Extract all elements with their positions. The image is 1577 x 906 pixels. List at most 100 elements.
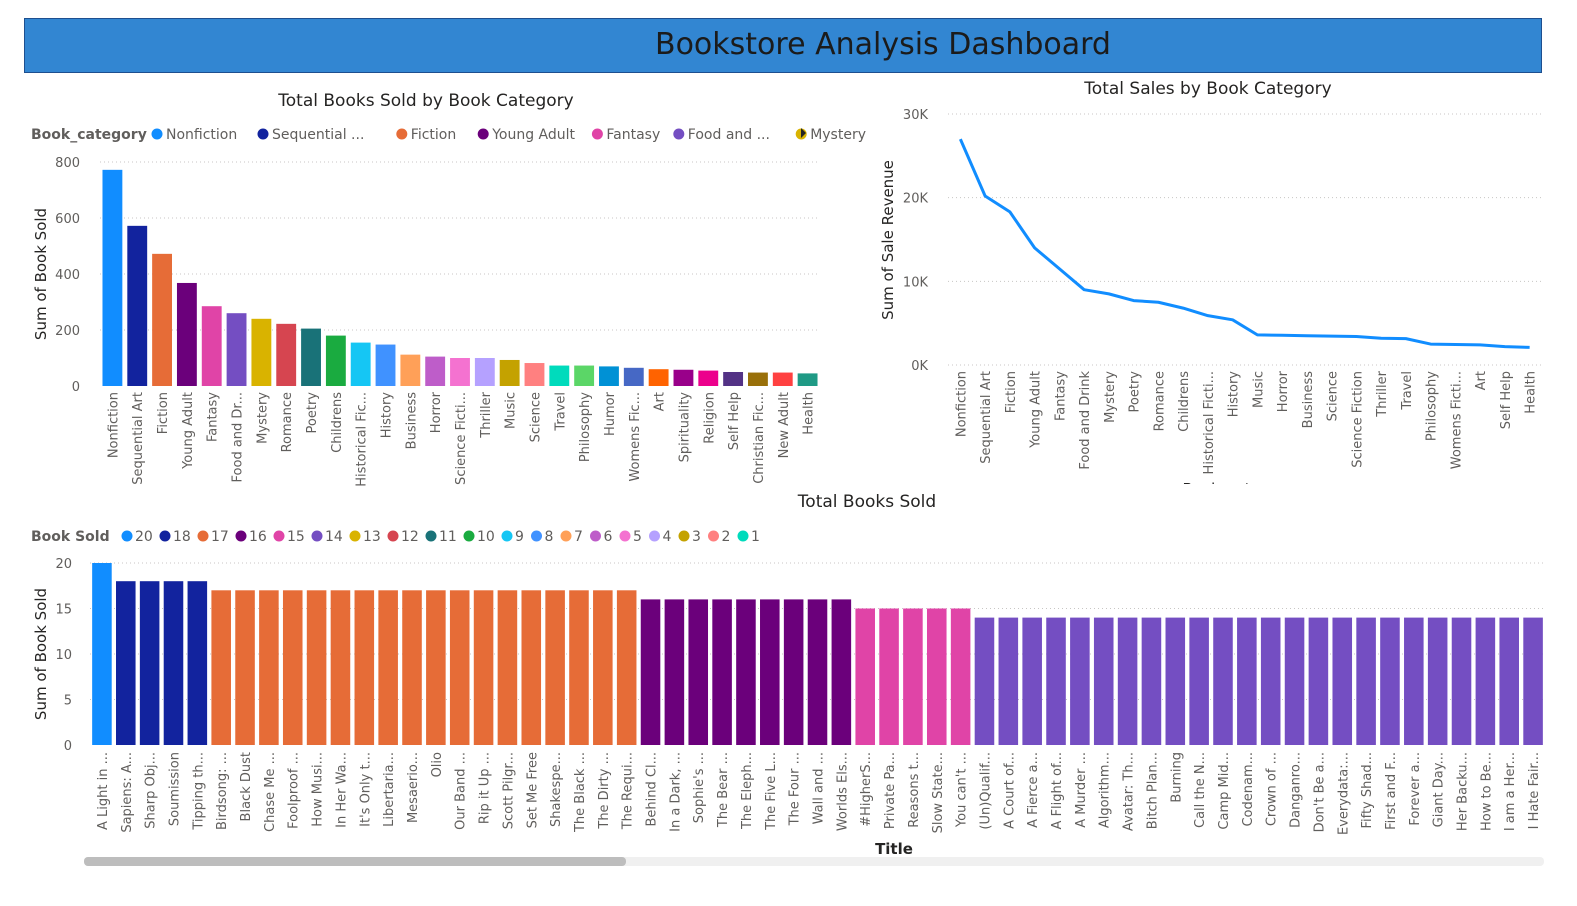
c3-bar[interactable] [1022,617,1042,745]
c1-bar[interactable] [226,313,247,386]
c1-bar[interactable] [152,253,172,386]
c3-bar[interactable] [950,608,971,746]
c2-line-path[interactable] [958,138,1530,349]
c3-bar[interactable] [783,599,804,745]
c3-bar[interactable] [1284,617,1305,745]
c3-bar[interactable] [115,581,136,745]
c3-bar[interactable] [1427,617,1448,745]
c3-bar[interactable] [426,590,446,745]
c3-bar[interactable] [831,599,852,745]
c3-bar[interactable] [1499,617,1520,745]
c3-bar[interactable] [473,590,494,745]
c3-bar[interactable] [664,599,685,745]
c1-bar[interactable] [723,372,744,386]
c3-bar[interactable] [1237,617,1257,745]
c3-bar[interactable] [903,608,923,746]
c3-bar[interactable] [760,599,780,745]
c3-bar[interactable] [1523,617,1543,745]
c3-bar[interactable] [1141,617,1162,745]
c3-bar[interactable] [688,599,709,745]
c3-legend[interactable]: 20 18 17 16 15 14 13 12 11 10 9 8 7 6 5 4 3 2 1 [121,529,760,545]
c1-bar[interactable] [127,225,148,386]
c1-bar[interactable] [301,328,321,386]
c1-bar[interactable] [325,335,346,386]
c1-bar[interactable] [201,306,222,386]
c3-bar[interactable] [569,590,589,745]
c3-bar[interactable] [998,617,1019,745]
c3-bar[interactable] [712,599,732,745]
c3-bar[interactable] [1404,617,1424,745]
c3-bar[interactable] [736,599,756,745]
c3-bar[interactable] [330,590,351,745]
c1-bar[interactable] [797,373,818,386]
c1-bars[interactable] [102,169,818,386]
c1-bar[interactable] [450,358,470,386]
c3-bar[interactable] [1213,617,1233,745]
c1-bar[interactable] [350,342,371,386]
c3-bar[interactable] [521,590,542,745]
c3-bar[interactable] [354,590,375,745]
c1-bar[interactable] [400,354,421,386]
c1-bar[interactable] [623,367,644,386]
c3-bar[interactable] [807,599,828,745]
c3-bar[interactable] [1332,617,1353,745]
c3-bar[interactable] [1380,617,1400,745]
c3-bar[interactable] [640,599,661,745]
c1-bar[interactable] [375,344,396,386]
c1-bar[interactable] [549,365,570,386]
c3-bar[interactable] [1308,617,1329,745]
c3-bar[interactable] [616,590,637,745]
legend-next-arrow-icon[interactable] [801,128,806,138]
c1-bar[interactable] [648,369,669,386]
c3-bar[interactable] [879,608,899,746]
c1-bar[interactable] [276,323,297,386]
c3-bar[interactable] [402,590,422,745]
c1-bar[interactable] [574,365,595,386]
c3-bar[interactable] [1451,617,1472,745]
c3-bar[interactable] [926,608,947,746]
c3-bar[interactable] [1260,617,1281,745]
c1-bar[interactable] [748,372,768,386]
c3-bar[interactable] [497,590,518,745]
c1-bar[interactable] [499,359,520,386]
c1-bar[interactable] [425,356,446,386]
c3-bar[interactable] [855,608,875,746]
c3-bar[interactable] [282,590,303,745]
c3-bar[interactable] [974,617,995,745]
c3-bar[interactable] [1070,617,1090,745]
c1-legend[interactable]: Nonfiction Sequential ... Fiction Young Adu… [151,127,867,143]
c3-bar[interactable] [306,590,327,745]
c1-bar[interactable] [176,282,197,386]
c3-bar[interactable] [449,590,470,745]
c2-series[interactable] [958,138,1530,349]
c3-bar[interactable] [378,590,398,745]
c3-bar[interactable] [139,581,160,745]
c3-bar[interactable] [1046,617,1066,745]
c3-bar[interactable] [1117,617,1138,745]
c3-bar[interactable] [163,581,184,745]
c1-bar[interactable] [599,366,619,386]
c1-bar[interactable] [673,369,694,386]
c1-bar[interactable] [474,358,495,386]
c3-bar[interactable] [1189,617,1209,745]
horizontal-scrollbar-track[interactable] [84,857,1544,866]
c3-bar[interactable] [211,590,231,745]
c3-bar[interactable] [259,590,279,745]
c3-bar[interactable] [545,590,565,745]
c3-bar[interactable] [1475,617,1496,745]
c3-bar[interactable] [92,563,112,745]
c3-bar[interactable] [1165,617,1186,745]
c3-bars[interactable] [92,563,1543,745]
c1-bar[interactable] [772,372,793,386]
horizontal-scrollbar-thumb[interactable] [84,857,626,866]
c1-bar[interactable] [251,318,272,386]
c3-bar[interactable] [1093,617,1114,745]
c3-bar[interactable] [235,590,255,745]
c3-bar[interactable] [593,590,613,745]
c3-bar[interactable] [1356,617,1376,745]
c1-bar[interactable] [698,370,719,386]
c1-bar[interactable] [524,363,545,386]
